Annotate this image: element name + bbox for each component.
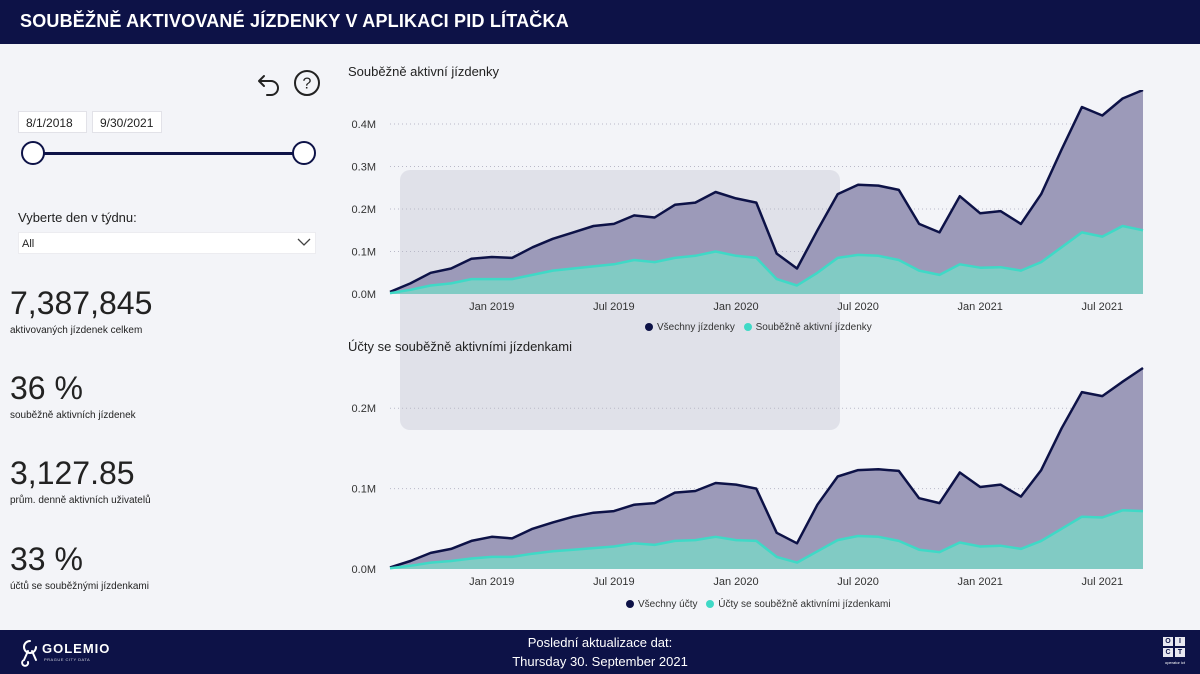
weekday-select[interactable]: All <box>18 232 316 254</box>
x-tick-label: Jan 2020 <box>713 301 758 313</box>
kpi-accounts-share-label: účtů se souběžnými jízdenkami <box>10 581 149 592</box>
y-tick-label: 0.0M <box>352 289 376 301</box>
legend-label: Všechny jízdenky <box>657 322 735 333</box>
golemio-logo-icon <box>21 640 37 667</box>
weekday-select-value: All <box>22 238 35 250</box>
x-tick-label: Jan 2021 <box>958 301 1003 313</box>
logo-subtext: PRAGUE CITY DATA <box>44 657 91 662</box>
legend-label: Souběžně aktivní jízdenky <box>755 322 872 333</box>
legend-item[interactable]: Souběžně aktivní jízdenky <box>743 322 872 333</box>
chart-2-title: Účty se souběžně aktivními jízdenkami <box>348 339 572 354</box>
x-tick-label: Jul 2019 <box>593 301 635 313</box>
legend-item[interactable]: Účty se souběžně aktivními jízdenkami <box>706 599 891 610</box>
series-area-1 <box>390 368 1143 569</box>
kpi-daily-users-label: prům. denně aktivních uživatelů <box>10 495 151 506</box>
undo-icon[interactable] <box>256 70 282 101</box>
legend-dot-icon <box>743 323 752 331</box>
page-title: SOUBĚŽNĚ AKTIVOVANÉ JÍZDENKY V APLIKACI … <box>20 11 569 31</box>
series-line-1[interactable] <box>389 366 1144 569</box>
kpi-total-tickets-value: 7,387,845 <box>10 285 153 321</box>
y-tick-label: 0.2M <box>352 204 376 216</box>
legend-dot-icon <box>706 600 715 608</box>
legend-label: Všechny účty <box>638 599 698 610</box>
oict-subtext: operator ict <box>1164 660 1185 665</box>
series-line-2[interactable] <box>389 224 1144 295</box>
x-tick-label: Jul 2020 <box>837 301 879 313</box>
chart-concurrent-tickets[interactable]: 0.0M 0.1M 0.2M 0.3M 0.4M Jan 2019 Jul 2019 Jan … <box>340 90 1160 320</box>
oict-logo[interactable]: O I C T operator ict <box>1163 637 1187 667</box>
kpi-accounts-share-value: 33 % <box>10 541 83 577</box>
x-tick-label: Jan 2021 <box>958 576 1003 588</box>
series-area-1 <box>390 90 1143 294</box>
y-tick-label: 0.2M <box>352 403 376 415</box>
legend-label: Účty se souběžně aktivními jízdenkami <box>718 599 891 610</box>
legend-dot-icon <box>626 600 634 608</box>
chart-1-title: Souběžně aktivní jízdenky <box>348 64 500 79</box>
x-tick-label: Jul 2021 <box>1082 576 1124 588</box>
y-tick-label: 0.1M <box>352 484 376 496</box>
series-area-2 <box>390 510 1143 569</box>
legend-item[interactable]: Všechny jízdenky <box>645 322 735 333</box>
x-tick-label: Jul 2021 <box>1082 301 1124 313</box>
x-tick-label: Jan 2019 <box>469 576 514 588</box>
golemio-logo[interactable]: GOLEMIO PRAGUE CITY DATA <box>18 636 118 668</box>
legend-dot-icon <box>645 323 653 331</box>
date-to-input[interactable]: 9/30/2021 <box>92 111 162 133</box>
oict-cell: T <box>1175 648 1185 657</box>
y-tick-label: 0.1M <box>352 247 376 259</box>
series-line-1[interactable] <box>389 90 1144 294</box>
kpi-concurrent-share-value: 36 % <box>10 370 83 406</box>
kpi-concurrent-share-label: souběžně aktivních jízdenek <box>10 410 136 421</box>
x-tick-label: Jul 2019 <box>593 576 635 588</box>
legend-item[interactable]: Všechny účty <box>626 599 697 610</box>
oict-cell: C <box>1163 648 1173 657</box>
x-tick-label: Jul 2020 <box>837 576 879 588</box>
chart-2-legend: Všechny účty Účty se souběžně aktivními … <box>626 599 897 610</box>
x-tick-label: Jan 2019 <box>469 301 514 313</box>
logo-text: GOLEMIO <box>42 641 111 656</box>
slider-handle-start[interactable] <box>21 141 45 165</box>
last-update-date: Thursday 30. September 2021 <box>512 654 688 669</box>
series-line-2[interactable] <box>389 509 1144 570</box>
footer-bar: GOLEMIO PRAGUE CITY DATA Poslední aktual… <box>0 630 1200 674</box>
date-from-input[interactable]: 8/1/2018 <box>18 111 87 133</box>
y-tick-label: 0.0M <box>352 564 376 576</box>
slider-handle-end[interactable] <box>292 141 316 165</box>
svg-text:?: ? <box>303 76 312 93</box>
y-tick-label: 0.3M <box>352 162 376 174</box>
y-tick-label: 0.4M <box>352 119 376 131</box>
oict-cell: O <box>1163 637 1173 646</box>
chart-accounts-concurrent[interactable]: 0.0M 0.1M 0.2M Jan 2019 Jul 2019 Jan 2020 Jul … <box>340 360 1160 595</box>
x-tick-label: Jan 2020 <box>713 576 758 588</box>
date-range-slider[interactable] <box>34 152 304 155</box>
last-update-label: Poslední aktualizace dat: <box>527 635 673 650</box>
weekday-label: Vyberte den v týdnu: <box>18 210 137 225</box>
oict-cell: I <box>1175 637 1185 646</box>
kpi-daily-users-value: 3,127.85 <box>10 455 135 491</box>
header-bar: SOUBĚŽNĚ AKTIVOVANÉ JÍZDENKY V APLIKACI … <box>0 0 1200 44</box>
chevron-down-icon <box>297 237 311 250</box>
series-area-2 <box>390 226 1143 294</box>
kpi-total-tickets-label: aktivovaných jízdenek celkem <box>10 325 143 336</box>
chart-1-legend: Všechny jízdenky Souběžně aktivní jízden… <box>645 322 878 333</box>
help-icon[interactable]: ? <box>293 69 321 102</box>
